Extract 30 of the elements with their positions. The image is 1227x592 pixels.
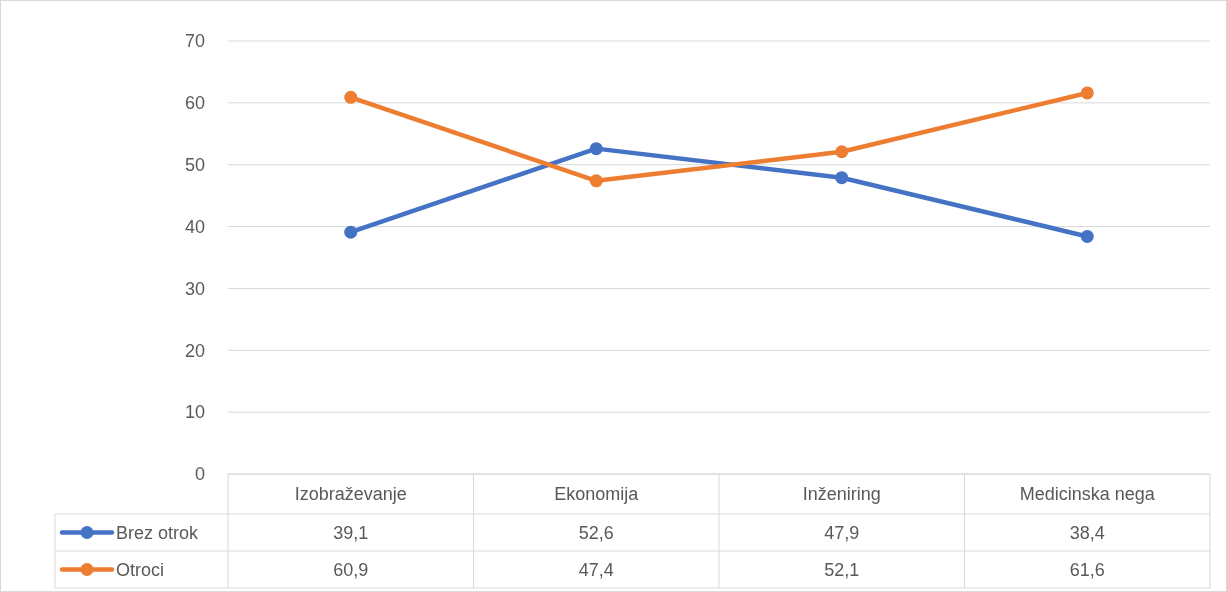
x-tick-label: Inženiring [802, 484, 881, 505]
y-tick-label: 30 [184, 278, 205, 299]
data-label: 47,9 [824, 522, 860, 543]
y-tick-label: 0 [194, 464, 205, 485]
data-label: 39,1 [333, 522, 369, 543]
legend-label: Otroci [116, 559, 165, 580]
data-label: 61,6 [1069, 559, 1105, 580]
data-label: 52,6 [578, 522, 614, 543]
point [344, 90, 358, 104]
data-label: 60,9 [333, 559, 369, 580]
legend-label: Brez otrok [116, 522, 200, 543]
data-label: 38,4 [1069, 522, 1105, 543]
point [1080, 86, 1094, 100]
point [835, 145, 849, 159]
y-tick-label: 60 [184, 93, 205, 114]
data-label: 52,1 [824, 559, 860, 580]
point [589, 142, 603, 156]
y-tick-label: 40 [184, 216, 205, 237]
x-tick-label: Medicinska nega [1019, 484, 1156, 505]
y-tick-label: 70 [184, 31, 205, 52]
point [1080, 229, 1094, 243]
x-tick-label: Izobraževanje [294, 484, 407, 505]
point [344, 225, 358, 239]
y-tick-label: 20 [184, 340, 205, 361]
y-tick-label: 10 [184, 402, 205, 423]
data-label: 47,4 [578, 559, 614, 580]
y-tick-label: 50 [184, 155, 205, 176]
point [835, 171, 849, 185]
point [589, 174, 603, 188]
x-tick-label: Ekonomija [554, 484, 640, 505]
